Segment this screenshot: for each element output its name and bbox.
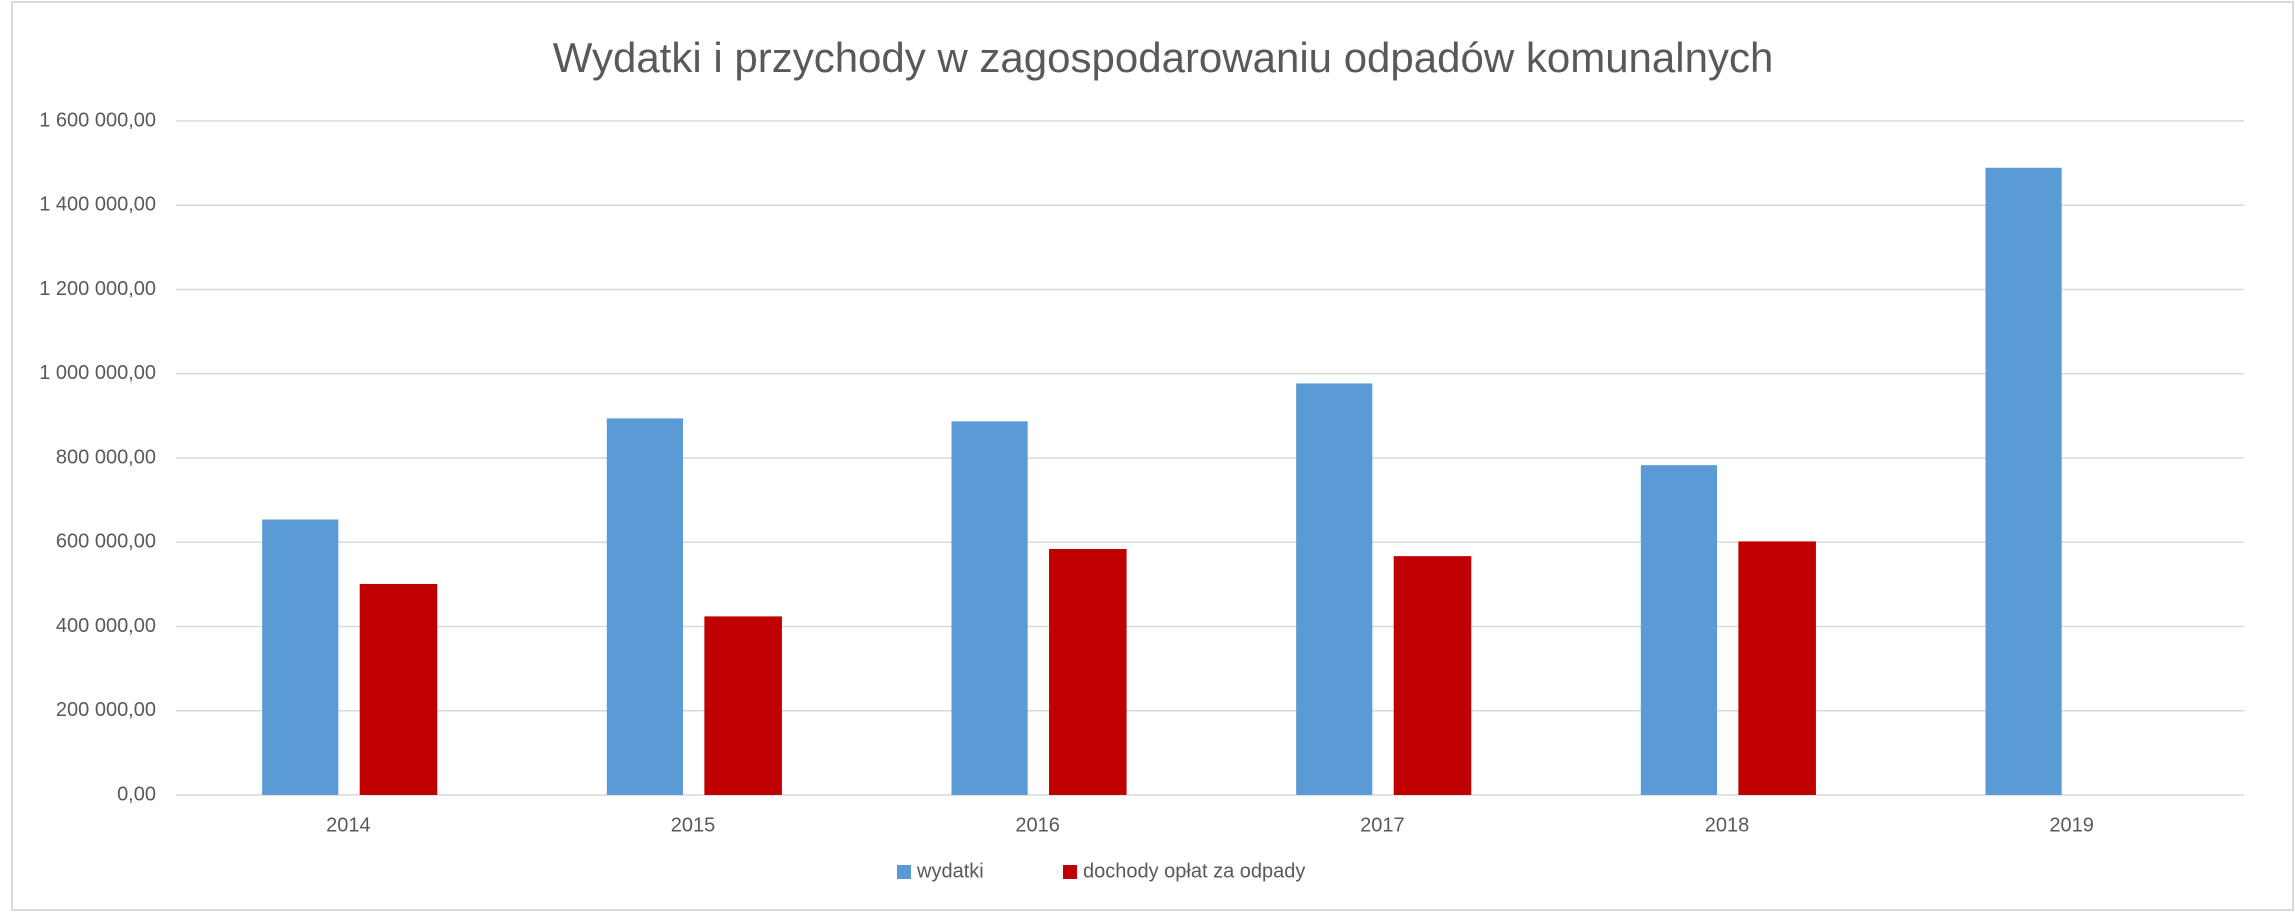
y-tick-label: 800 000,00 — [56, 446, 156, 468]
bar — [606, 418, 684, 795]
chart-title: Wydatki i przychody w zagospodarowaniu o… — [553, 34, 1774, 81]
y-tick-label: 1 400 000,00 — [39, 194, 156, 216]
bar — [1393, 556, 1472, 795]
bar — [359, 583, 438, 795]
legend-swatch — [897, 865, 911, 879]
chart-frame — [11, 1, 2294, 911]
bar — [1985, 167, 2062, 796]
bar — [262, 519, 339, 795]
bar — [1049, 548, 1127, 795]
y-tick-label: 0,00 — [117, 783, 156, 805]
legend-label: wydatki — [916, 860, 984, 882]
x-tick-label: 2019 — [2049, 814, 2094, 836]
bar — [1640, 465, 1718, 795]
y-tick-label: 600 000,00 — [56, 531, 156, 553]
x-tick-label: 2018 — [1705, 814, 1750, 836]
legend-label: dochody opłat za odpady — [1083, 860, 1305, 882]
y-tick-label: 200 000,00 — [56, 699, 156, 721]
x-tick-label: 2017 — [1360, 814, 1405, 836]
bar — [1738, 541, 1816, 795]
y-tick-label: 400 000,00 — [56, 615, 156, 637]
x-tick-label: 2014 — [326, 814, 371, 836]
y-tick-label: 1 200 000,00 — [39, 278, 156, 300]
bar — [951, 421, 1028, 795]
bar — [1296, 383, 1373, 795]
legend-swatch — [1063, 865, 1077, 879]
bar — [704, 616, 782, 795]
y-tick-label: 1 600 000,00 — [39, 109, 156, 131]
x-tick-label: 2016 — [1015, 814, 1060, 836]
y-tick-label: 1 000 000,00 — [39, 362, 156, 384]
x-tick-label: 2015 — [671, 814, 716, 836]
